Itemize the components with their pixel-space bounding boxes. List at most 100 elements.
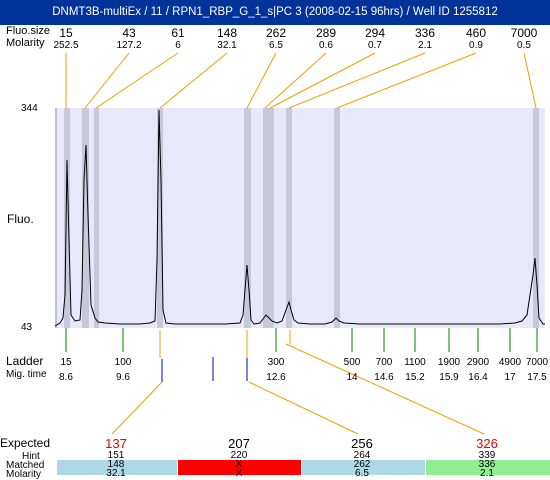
peak-size-label: 7000: [510, 26, 538, 40]
ladder-mig-time: 12.6: [266, 372, 286, 383]
matched-molarity: 32.1: [106, 468, 126, 479]
peak-connector: [95, 52, 179, 109]
y-min-label: 43: [21, 322, 33, 333]
expected-connector: [111, 381, 163, 435]
plot-background: [55, 108, 545, 328]
peak-size-label: 61: [171, 26, 185, 40]
title-bar: DNMT3B-multiEx / 11 / RPN1_RBP_G_1_s|PC …: [0, 0, 550, 25]
peak-band: [263, 108, 267, 328]
peak-band: [82, 108, 89, 328]
matched-size: 336: [478, 459, 496, 470]
fluo-size-label: Fluo.size: [6, 25, 51, 37]
peak-connector: [269, 52, 376, 109]
ladder-mig-time: 9.6: [116, 372, 130, 383]
hint-size: 264: [353, 450, 371, 461]
peak-molarity-label: 2.1: [418, 40, 432, 51]
ladder-mig-time: 14.6: [374, 372, 394, 383]
peak-molarity-label: 0.7: [368, 40, 382, 51]
peak-molarity-label: 6: [175, 40, 181, 51]
peak-size-label: 43: [122, 26, 136, 40]
peak-molarity-label: 32.1: [217, 40, 237, 51]
peak-molarity-label: 6.5: [269, 40, 283, 51]
expected-connector-lines: [111, 330, 485, 435]
peak-size-label: 262: [265, 26, 287, 40]
peak-connector: [264, 52, 327, 109]
peak-molarity-label: 252.5: [53, 40, 79, 51]
window-title: DNMT3B-multiEx / 11 / RPN1_RBP_G_1_s|PC …: [52, 6, 498, 18]
peak-molarity-label: 0.5: [517, 40, 531, 51]
ladder-bp: 7000: [525, 357, 549, 368]
peak-size-label: 294: [364, 26, 386, 40]
peak-band: [334, 108, 340, 328]
peak-band: [94, 108, 99, 328]
hint-size: 339: [478, 450, 496, 461]
ladder-bp: 300: [267, 357, 285, 368]
expected-row-label: Expected: [0, 436, 51, 450]
match-cell-missing: [178, 460, 301, 475]
peak-connector-lines: [65, 52, 537, 109]
matched-size: X: [235, 459, 243, 470]
fluorescence-trace: [54, 109, 545, 327]
hint-row-label: Hint: [22, 451, 40, 462]
expected-size: 326: [476, 436, 498, 451]
peak-band: [244, 108, 251, 328]
ladder-bp: 1100: [404, 357, 426, 368]
hint-size: 220: [230, 450, 248, 461]
expected-size: 207: [228, 436, 250, 451]
ladder-mig-time: 15.2: [405, 372, 425, 383]
ladder-bp: 2900: [466, 357, 490, 368]
match-cell-ok: [302, 460, 425, 475]
peak-connector: [336, 52, 477, 109]
peak-connector: [84, 52, 130, 109]
ladder-bp: 1900: [437, 357, 461, 368]
peak-band: [64, 108, 70, 328]
peak-size-label: 460: [465, 26, 487, 40]
peak-band: [533, 108, 539, 328]
peak-band: [157, 108, 163, 328]
matched-row-label: Matched: [6, 460, 45, 471]
ladder-bp: 4900: [498, 357, 522, 368]
peak-size-label: 15: [59, 26, 73, 40]
match-cell-ok: [57, 460, 177, 475]
ladder-bp: 100: [114, 357, 132, 368]
ladder-mig-time: 8.6: [59, 372, 73, 383]
ladder-mig-time: 17: [504, 372, 516, 383]
peak-band: [286, 108, 292, 328]
migration-time-label: Mig. time: [6, 369, 47, 380]
match-cell-match: [426, 460, 550, 475]
peak-connector: [523, 52, 537, 109]
ladder-bp: 15: [60, 357, 72, 368]
matched-size: 148: [107, 459, 125, 470]
expected-size: 137: [105, 436, 127, 451]
expected-size: 256: [351, 436, 373, 451]
matched-molarity: 6.5: [355, 468, 369, 479]
peak-molarity-label: 0.6: [319, 40, 333, 51]
matched-size: 262: [353, 459, 371, 470]
expected-ticks: [161, 357, 248, 382]
peak-size-label: 336: [414, 26, 436, 40]
ladder-mig-time: 15.9: [439, 372, 459, 383]
peak-band: [267, 108, 274, 328]
matched-molarity: X: [235, 468, 243, 479]
hint-size: 151: [107, 450, 125, 461]
ladder-mig-time: 17.5: [527, 372, 547, 383]
y-max-label: 344: [21, 103, 38, 114]
ladder-label: Ladder: [6, 354, 44, 368]
expected-connector: [285, 343, 485, 435]
ladder-mig-time: 14: [346, 372, 358, 383]
molarity-label: Molarity: [6, 37, 45, 49]
molarity-row-label: Molarity: [6, 469, 42, 480]
peak-size-label: 148: [216, 26, 238, 40]
ladder-mig-time: 16.4: [468, 372, 488, 383]
peak-molarity-label: 0.9: [469, 40, 483, 51]
ladder-bp: 700: [375, 357, 393, 368]
peak-size-label: 289: [315, 26, 337, 40]
ladder-ticks: [65, 328, 538, 352]
y-axis-label: Fluo.: [7, 212, 34, 226]
peak-connector: [246, 52, 277, 109]
peak-connector: [288, 52, 426, 109]
ladder-bp: 500: [343, 357, 361, 368]
peak-molarity-label: 127.2: [116, 40, 142, 51]
peak-highlight-bands: [64, 108, 539, 328]
